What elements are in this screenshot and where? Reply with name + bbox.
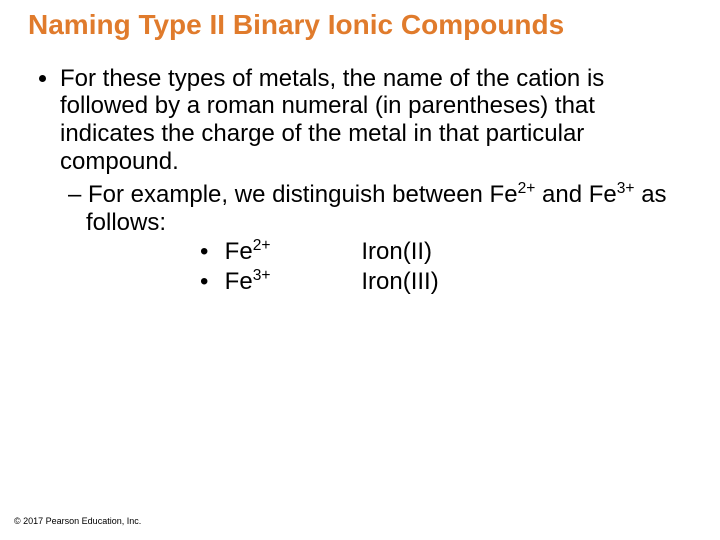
ion-name: Iron(II): [379, 238, 432, 266]
superscript: 3+: [617, 180, 635, 197]
bullet-list-level1: For these types of metals, the name of t…: [28, 65, 692, 296]
sub-text-part: For example, we distinguish between Fe: [88, 181, 518, 208]
slide-body: For these types of metals, the name of t…: [28, 65, 692, 296]
superscript: 3+: [253, 267, 271, 284]
superscript: 2+: [518, 180, 536, 197]
list-item: – For example, we distinguish between Fe…: [68, 181, 692, 295]
list-item: • Fe2+ Iron(II): [236, 238, 692, 266]
sub-text-part: and Fe: [535, 181, 616, 208]
copyright-footer: © 2017 Pearson Education, Inc.: [14, 516, 141, 526]
superscript: 2+: [253, 237, 271, 254]
ion-formula: Fe3+: [243, 268, 373, 296]
slide: Naming Type II Binary Ionic Compounds Fo…: [0, 0, 720, 540]
bullet-list-level2: – For example, we distinguish between Fe…: [60, 181, 692, 295]
dash-bullet: –: [68, 181, 88, 208]
list-item: • Fe3+ Iron(III): [236, 268, 692, 296]
ion-base: Fe: [225, 238, 253, 265]
bullet-list-level3: • Fe2+ Iron(II) • Fe3+: [86, 238, 692, 295]
ion-formula: Fe2+: [243, 238, 373, 266]
ion-base: Fe: [225, 268, 253, 295]
main-bullet-text: For these types of metals, the name of t…: [60, 65, 604, 175]
list-item: For these types of metals, the name of t…: [60, 65, 692, 296]
slide-title: Naming Type II Binary Ionic Compounds: [28, 10, 692, 41]
ion-name: Iron(III): [379, 268, 438, 296]
